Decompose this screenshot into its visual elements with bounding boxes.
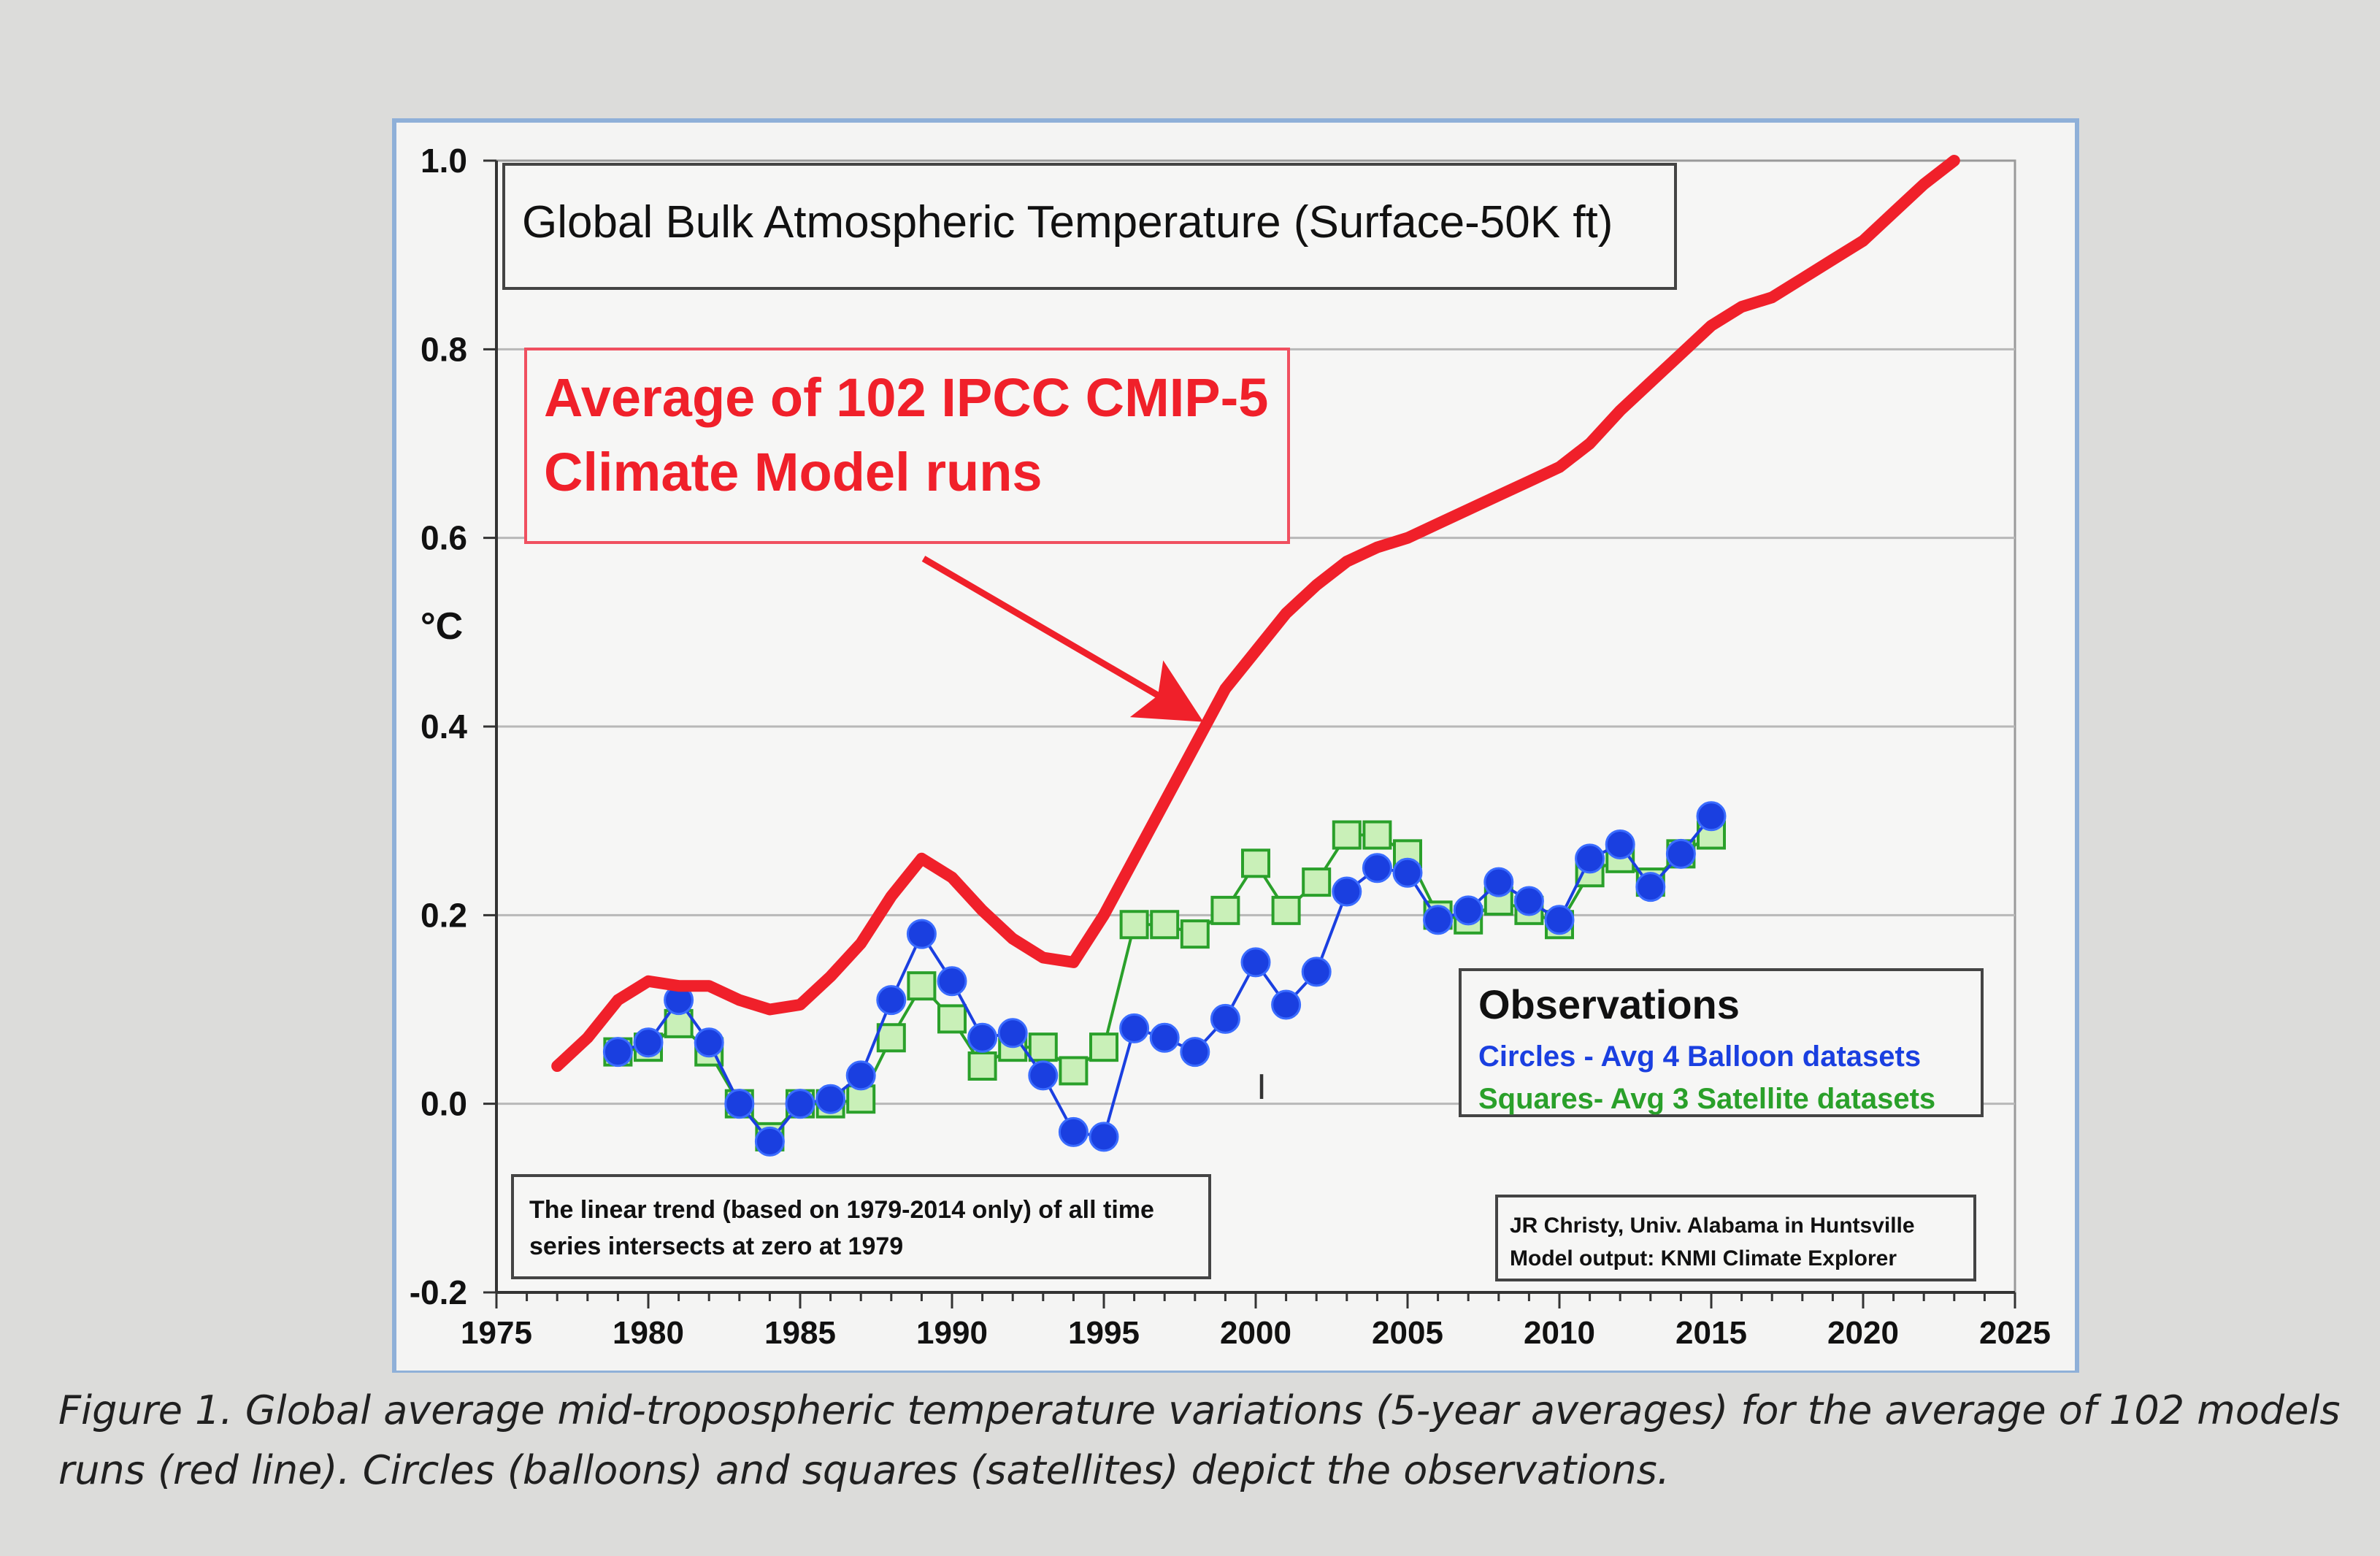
balloon-point-33: [1605, 829, 1635, 859]
model-callout-line-2: Climate Model runs: [544, 442, 1043, 502]
balloon-point-4: [724, 1089, 755, 1119]
x-tick-label-7: 2010: [1524, 1315, 1595, 1351]
balloon-point-15: [1058, 1116, 1089, 1147]
series-0: [551, 155, 1960, 1072]
balloon-point-27: [1423, 905, 1454, 935]
legend-entry-balloon: Circles - Avg 4 Balloon datasets: [1478, 1040, 1921, 1073]
balloon-point-14: [1028, 1060, 1059, 1091]
text-cursor-icon: I: [1256, 1068, 1267, 1107]
satellite-point-20: [1210, 895, 1240, 925]
satellite-point-23: [1302, 867, 1332, 897]
balloon-point-28: [1453, 895, 1483, 926]
credit-line-2: Model output: KNMI Climate Explorer: [1510, 1246, 1897, 1271]
satellite-point-12: [967, 1051, 997, 1081]
balloon-point-5: [754, 1126, 785, 1157]
balloon-point-23: [1301, 957, 1332, 987]
balloon-point-11: [937, 966, 967, 997]
balloon-point-36: [1696, 801, 1727, 832]
y-axis-label: °C: [421, 605, 463, 648]
x-tick-label-3: 1990: [916, 1315, 988, 1351]
x-tick-label-6: 2005: [1372, 1315, 1443, 1351]
plot-area: -0.20.00.20.40.60.81.0 1975 1980 1985 1990 1…: [410, 142, 2051, 1351]
satellite-point-19: [1180, 919, 1210, 949]
satellite-point-17: [1119, 910, 1149, 940]
balloon-point-1: [633, 1027, 664, 1058]
x-tick-label-5: 2000: [1220, 1315, 1291, 1351]
credit-line-1: JR Christy, Univ. Alabama in Huntsville: [1510, 1214, 1915, 1238]
figure-chart: -0.20.00.20.40.60.81.0 1975 1980 1985 1990 1…: [392, 118, 2079, 1373]
balloon-point-26: [1392, 857, 1423, 888]
trend-note-line-2: series intersects at zero at 1979: [529, 1233, 903, 1260]
x-tick-label-0: 1975: [461, 1315, 532, 1351]
balloon-point-16: [1089, 1122, 1119, 1152]
series-layer: [551, 155, 1960, 1157]
satellite-point-16: [1089, 1032, 1118, 1062]
balloon-point-31: [1544, 905, 1575, 935]
satellite-point-9: [876, 1023, 906, 1053]
balloon-point-24: [1332, 876, 1362, 907]
balloon-point-0: [602, 1037, 633, 1068]
series-line-0: [551, 155, 1960, 1072]
y-axis: -0.2 0.0 0.2 0.4 0.6 0.8 1.0: [410, 142, 498, 1311]
y-tick-label-1: 0.0: [421, 1085, 467, 1123]
balloon-point-8: [845, 1060, 876, 1091]
balloon-point-30: [1513, 886, 1544, 916]
balloon-point-22: [1271, 989, 1302, 1020]
chart-title: Global Bulk Atmospheric Temperature (Sur…: [522, 197, 1613, 248]
balloon-point-12: [967, 1022, 998, 1053]
callout-arrow: [921, 556, 1204, 722]
y-tick-label-5: 0.8: [421, 330, 467, 368]
balloon-point-19: [1180, 1037, 1210, 1068]
satellite-point-24: [1332, 820, 1362, 850]
satellite-point-21: [1241, 848, 1270, 878]
balloon-point-20: [1210, 1003, 1240, 1034]
y-tick-label-2: 0.2: [421, 896, 467, 934]
model-callout-line-1: Average of 102 IPCC CMIP-5: [544, 367, 1268, 428]
x-tick-label-4: 1995: [1068, 1315, 1140, 1351]
balloon-point-29: [1483, 867, 1514, 897]
satellite-point-15: [1059, 1056, 1089, 1086]
satellite-point-11: [937, 1004, 967, 1034]
series-1: [602, 801, 1727, 1157]
x-tick-label-2: 1985: [764, 1315, 836, 1351]
satellite-point-10: [907, 971, 937, 1001]
chart-title-box: Global Bulk Atmospheric Temperature (Sur…: [502, 163, 1677, 290]
credit-box: JR Christy, Univ. Alabama in Huntsville …: [1495, 1195, 1976, 1281]
balloon-point-3: [694, 1027, 724, 1058]
balloon-point-6: [785, 1089, 815, 1119]
model-callout: Average of 102 IPCC CMIP-5 Climate Model…: [524, 348, 1290, 544]
y-tick-label-4: 0.6: [421, 519, 467, 557]
y-tick-label-6: 1.0: [421, 142, 467, 180]
balloon-point-32: [1575, 843, 1605, 874]
figure-caption-line-2: runs (red line). Circles (balloons) and …: [58, 1447, 1670, 1493]
x-tick-label-8: 2015: [1675, 1315, 1747, 1351]
balloon-point-17: [1119, 1013, 1150, 1043]
balloon-point-18: [1149, 1022, 1180, 1053]
balloon-point-34: [1635, 872, 1666, 902]
balloon-point-9: [876, 985, 907, 1016]
balloon-point-7: [815, 1084, 846, 1114]
balloon-point-10: [906, 919, 937, 949]
figure-caption-line-1: Figure 1. Global average mid-tropospheri…: [58, 1387, 2341, 1433]
legend: Observations Circles - Avg 4 Balloon dat…: [1459, 968, 1984, 1117]
x-tick-label-10: 2025: [1979, 1315, 2051, 1351]
balloon-point-21: [1240, 947, 1271, 978]
trend-note-line-1: The linear trend (based on 1979-2014 onl…: [529, 1196, 1154, 1224]
trend-note: The linear trend (based on 1979-2014 onl…: [511, 1174, 1211, 1279]
satellite-point-18: [1150, 910, 1180, 940]
balloon-point-25: [1362, 853, 1392, 884]
y-tick-label-0: -0.2: [410, 1273, 467, 1311]
satellite-point-14: [1028, 1032, 1058, 1062]
balloon-point-35: [1665, 838, 1696, 869]
y-tick-label-3: 0.4: [421, 708, 467, 746]
satellite-point-22: [1271, 895, 1301, 925]
satellite-point-25: [1362, 820, 1392, 850]
legend-entry-satellite: Squares- Avg 3 Satellite datasets: [1478, 1083, 1935, 1115]
x-tick-label-9: 2020: [1827, 1315, 1899, 1351]
x-tick-label-1: 1980: [613, 1315, 684, 1351]
legend-title: Observations: [1478, 981, 1740, 1027]
balloon-point-13: [997, 1018, 1028, 1049]
x-axis: 1975 1980 1985 1990 1995 2000 2005 2010 2015 2020…: [461, 1291, 2051, 1351]
